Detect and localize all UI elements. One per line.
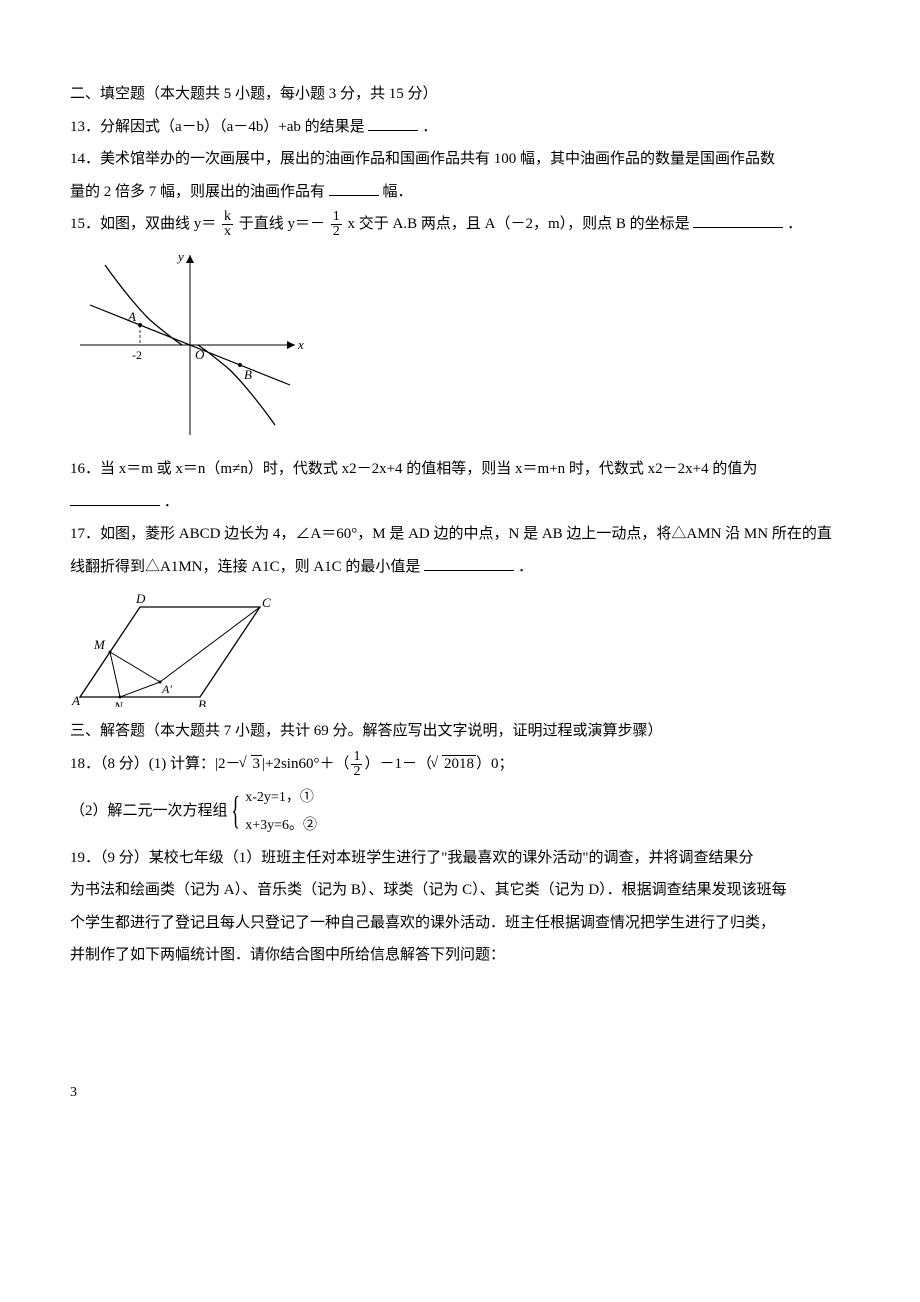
section-3-heading: 三、解答题（本大题共 7 小题，共计 69 分。解答应写出文字说明，证明过程或演… (70, 717, 850, 746)
q16-line1: 16．当 x＝m 或 x＝n（m≠n）时，代数式 x2－2x+4 的值相等，则当… (70, 455, 850, 484)
q18-system: x-2y=1，① x+3y=6。② (231, 783, 317, 840)
q17-label-C: C (262, 595, 271, 610)
q15-label-y: y (176, 249, 184, 264)
q18-p4: ）0； (476, 756, 514, 772)
q15-frac2-num: 1 (331, 210, 342, 224)
q13-text: 13．分解因式（a－b）（a－4b）+ab 的结果是 (70, 119, 365, 135)
q15-frac1-num: k (222, 210, 233, 224)
q18-sqrt2018-rad: 2018 (442, 755, 476, 772)
q17-label-A: A (71, 693, 80, 707)
q17-line2: 线翻折得到△A1MN，连接 A1C，则 A1C 的最小值是 ． (70, 553, 850, 582)
q17-blank (424, 555, 514, 571)
q18-sys-row2: x+3y=6。② (245, 818, 317, 833)
page-number: 3 (70, 1080, 850, 1107)
q15-label-A: A (127, 309, 136, 324)
q18-frac: 12 (351, 750, 362, 779)
q15-p2: 于直线 y＝－ (239, 216, 325, 232)
q18-sqrt3-rad: 3 (251, 755, 263, 772)
q17-label-A1: A' (161, 682, 172, 696)
q17-figure: A B C D M N A' (70, 587, 850, 707)
q18-part2: （2）解二元一次方程组 x-2y=1，① x+3y=6。② (70, 783, 850, 840)
q15-frac2-den: 2 (331, 224, 342, 239)
q15-label-x: x (297, 337, 304, 352)
q16-blank (70, 490, 160, 506)
q17-label-B: B (198, 697, 206, 707)
q17-line2b: ． (518, 559, 533, 575)
q15-blank (693, 212, 783, 228)
q17-line2a: 线翻折得到△A1MN，连接 A1C，则 A1C 的最小值是 (70, 559, 420, 575)
section-2-heading: 二、填空题（本大题共 5 小题，每小题 3 分，共 15 分） (70, 80, 850, 109)
q17-label-N: N (113, 699, 124, 707)
q18-p3: ）－1－（ (364, 756, 432, 772)
q15-frac1: k x (222, 210, 233, 239)
q19-line4: 并制作了如下两幅统计图．请你结合图中所给信息解答下列问题： (70, 941, 850, 970)
q17-label-D: D (135, 591, 146, 606)
q18-frac-den: 2 (351, 764, 362, 779)
q19-line1: 19．（9 分）某校七年级（1）班班主任对本班学生进行了"我最喜欢的课外活动"的… (70, 844, 850, 873)
q18-p1: 18．（8 分）(1) 计算：|2－ (70, 756, 241, 772)
q15-p4: ． (787, 216, 802, 232)
q18-sqrt3: 3 (241, 750, 263, 779)
q14-blank (329, 180, 379, 196)
q13-suffix: ． (422, 119, 437, 135)
q15-frac1-den: x (222, 224, 233, 239)
q16-suffix: ． (164, 494, 179, 510)
q19-line3: 个学生都进行了登记且每人只登记了一种自己最喜欢的课外活动．班主任根据调查情况把学… (70, 909, 850, 938)
q16-line2: ． (70, 488, 850, 517)
q18-sqrt2018: 2018 (432, 750, 476, 779)
q18-frac-num: 1 (351, 750, 362, 764)
q14-line2a: 量的 2 倍多 7 幅，则展出的油画作品有 (70, 184, 325, 200)
q19-line2: 为书法和绘画类（记为 A）、音乐类（记为 B）、球类（记为 C）、其它类（记为 … (70, 876, 850, 905)
q18-part1: 18．（8 分）(1) 计算：|2－ 3|+2sin60°＋（12）－1－（ 201… (70, 750, 850, 779)
q15-frac2: 1 2 (331, 210, 342, 239)
q15-tick-neg2: -2 (132, 348, 142, 362)
q13: 13．分解因式（a－b）（a－4b）+ab 的结果是 ． (70, 113, 850, 142)
q13-blank (368, 115, 418, 131)
q14-line1: 14．美术馆举办的一次画展中，展出的油画作品和国画作品共有 100 幅，其中油画… (70, 145, 850, 174)
q15-figure: A B -2 O x y (70, 245, 850, 445)
q18-p2: |+2sin60°＋（ (262, 756, 349, 772)
q15-p3: x 交于 A.B 两点，且 A（－2，m），则点 B 的坐标是 (348, 216, 690, 232)
q17-line1: 17．如图，菱形 ABCD 边长为 4，∠A＝60°，M 是 AD 边的中点，N… (70, 520, 850, 549)
q15-label-O: O (195, 347, 205, 362)
q15-p1: 15．如图，双曲线 y＝ (70, 216, 216, 232)
q17-label-M: M (93, 637, 106, 652)
q15-label-B: B (244, 367, 252, 382)
q18-sys-row1: x-2y=1，① (245, 790, 314, 805)
q14-line2b: 幅． (383, 184, 413, 200)
q15: 15．如图，双曲线 y＝ k x 于直线 y＝－ 1 2 x 交于 A.B 两点… (70, 210, 850, 239)
q18-part2-lead: （2）解二元一次方程组 (70, 803, 228, 819)
q14-line2: 量的 2 倍多 7 幅，则展出的油画作品有 幅． (70, 178, 850, 207)
